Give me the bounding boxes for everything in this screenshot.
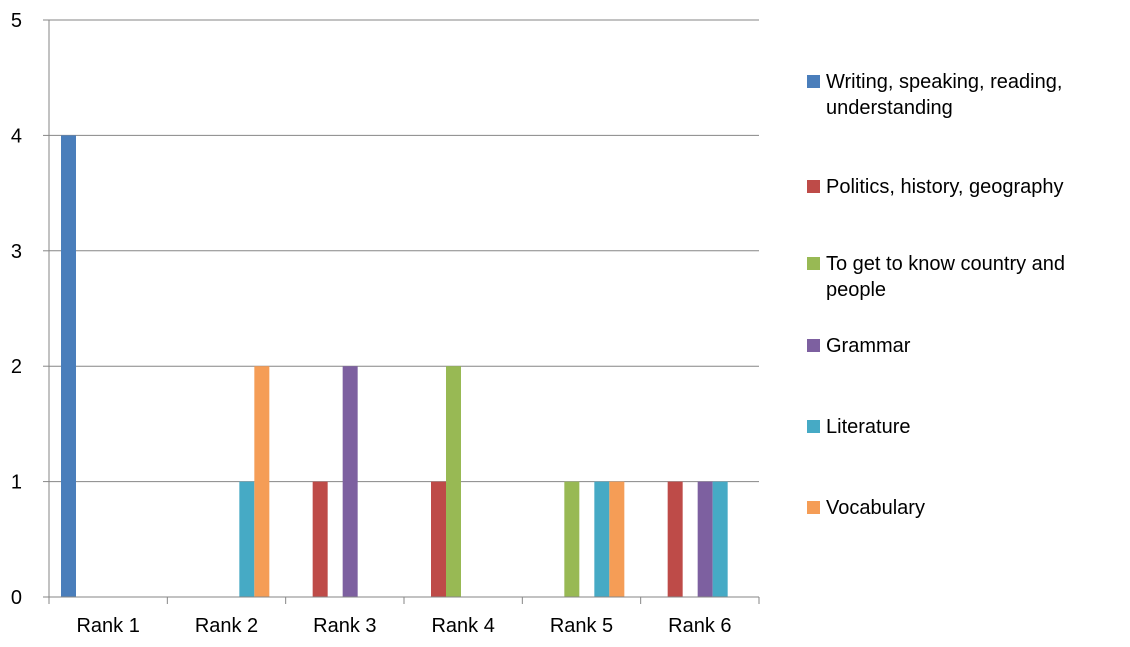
legend-swatch	[807, 180, 820, 193]
x-tick-label: Rank 6	[668, 615, 731, 637]
grid-lines	[49, 19, 759, 483]
bar	[564, 481, 580, 597]
bars	[61, 135, 728, 597]
legend-label: To get to know country and people	[826, 253, 1065, 301]
bar	[431, 481, 446, 597]
legend-label: Politics, history, geography	[826, 176, 1064, 198]
bar	[446, 366, 461, 597]
bar	[667, 481, 683, 597]
legend-swatch	[807, 420, 820, 433]
bar	[254, 366, 270, 597]
y-tick-label: 1	[11, 472, 22, 494]
legend-swatch	[807, 257, 820, 270]
bar	[697, 481, 713, 597]
bar	[239, 481, 255, 597]
bar	[609, 481, 625, 597]
bar	[342, 366, 358, 597]
y-tick-label: 2	[11, 356, 22, 378]
x-tick-label: Rank 2	[195, 615, 258, 637]
bar	[312, 481, 328, 597]
x-tick-label: Rank 4	[431, 615, 494, 637]
legend-label: Grammar	[826, 335, 911, 357]
legend-swatch	[807, 501, 820, 514]
legend-label: Literature	[826, 416, 911, 438]
x-tick-label: Rank 1	[76, 615, 139, 637]
y-tick-label: 5	[11, 10, 22, 32]
bar	[594, 481, 610, 597]
legend-label: Writing, speaking, reading, understanding	[826, 71, 1062, 119]
axes: 0 1 2 3 4 5 Rank 1 Rank 2 Rank 3 Rank 4 Rank 5 Rank…	[11, 10, 760, 637]
x-tick-label: Rank 3	[313, 615, 376, 637]
y-tick-label: 3	[11, 241, 22, 263]
legend: Writing, speaking, reading, understanding…	[807, 71, 1065, 519]
y-tick-label: 4	[11, 125, 22, 147]
y-tick-label: 0	[11, 587, 22, 609]
legend-label: Vocabulary	[826, 497, 925, 519]
bar	[61, 135, 76, 597]
legend-swatch	[807, 75, 820, 88]
legend-swatch	[807, 339, 820, 352]
bar	[712, 481, 728, 597]
x-tick-label: Rank 5	[550, 615, 613, 637]
